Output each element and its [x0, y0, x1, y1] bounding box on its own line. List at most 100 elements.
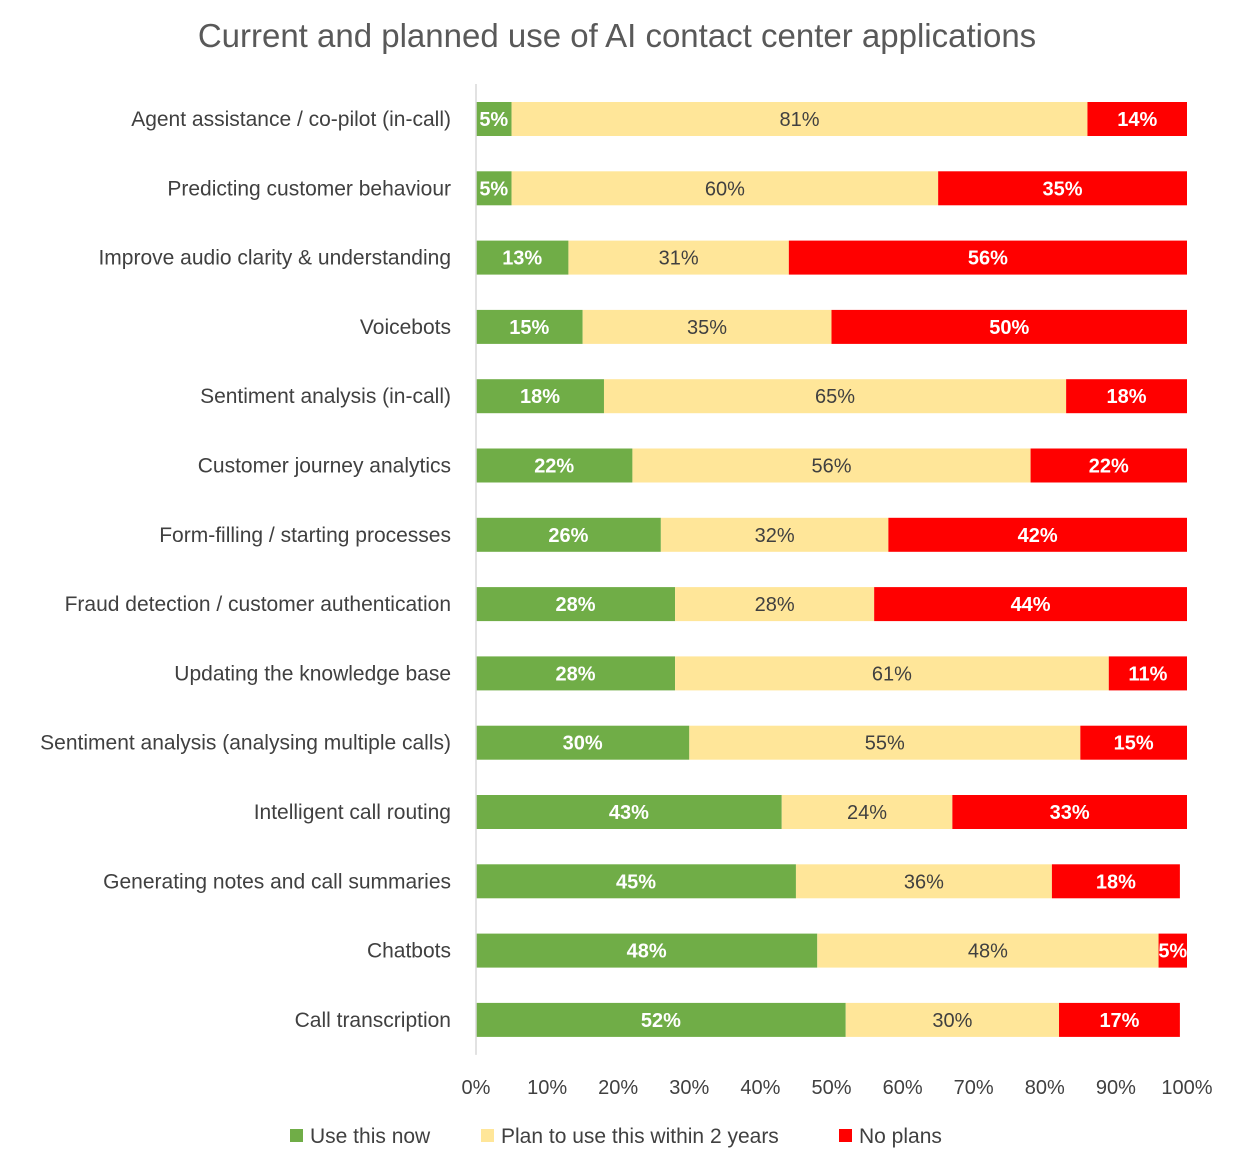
x-tick-label: 50%: [811, 1077, 851, 1099]
bar-segment-use-this-now: [476, 517, 661, 552]
data-label: 30%: [932, 1010, 972, 1032]
data-label: 15%: [509, 317, 549, 339]
legend-label: No plans: [859, 1125, 942, 1148]
bar-segment-use-this-now: [476, 171, 512, 206]
bar-segment-no-plans: [1066, 379, 1187, 414]
data-label: 11%: [1128, 663, 1167, 685]
legend-label: Plan to use this within 2 years: [501, 1125, 779, 1148]
data-label: 60%: [705, 178, 745, 200]
data-label: 35%: [687, 317, 727, 339]
x-axis-ticks: 0% 10% 20% 30% 40% 50% 60% 70% 80% 90% 100%: [462, 1077, 1213, 1099]
category-label: Voicebots: [360, 316, 451, 339]
bar-segment-plan-to-use-this-within-2-years: [511, 102, 1088, 136]
data-label: 5%: [479, 178, 508, 200]
data-label: 18%: [520, 386, 560, 408]
bar-segment-plan-to-use-this-within-2-years: [568, 240, 789, 275]
bar-segment-no-plans: [1030, 448, 1187, 483]
bar-segment-no-plans: [938, 171, 1187, 206]
data-label: 22%: [1089, 456, 1129, 478]
bar-segment-plan-to-use-this-within-2-years: [817, 933, 1159, 968]
bar-segment-no-plans: [874, 587, 1187, 622]
bar-segment-use-this-now: [476, 379, 604, 414]
data-label: 18%: [1096, 871, 1136, 893]
x-tick-label: 70%: [954, 1077, 994, 1099]
x-tick-label: 20%: [598, 1077, 638, 1099]
category-label: Improve audio clarity & understanding: [98, 247, 451, 270]
bar-segment-use-this-now: [476, 587, 676, 622]
data-label: 32%: [755, 525, 795, 547]
data-label: 5%: [1158, 941, 1187, 963]
x-tick-label: 100%: [1161, 1077, 1212, 1099]
bar-segment-no-plans: [888, 517, 1187, 552]
bar-segment-plan-to-use-this-within-2-years: [795, 864, 1052, 899]
data-label: 35%: [1043, 178, 1083, 200]
data-label: 48%: [968, 941, 1008, 963]
data-label: 55%: [865, 733, 905, 755]
data-label: 28%: [556, 663, 596, 685]
category-label: Chatbots: [367, 940, 451, 963]
data-label: 56%: [811, 456, 851, 478]
x-tick-label: 80%: [1025, 1077, 1065, 1099]
data-label: 52%: [641, 1010, 681, 1032]
x-tick-label: 30%: [669, 1077, 709, 1099]
category-label: Fraud detection / customer authenticatio…: [65, 593, 451, 616]
bar-segment-use-this-now: [476, 1002, 846, 1037]
legend-swatch-plan-to-use-this-within-2-years: [481, 1129, 494, 1142]
legend-swatch-no-plans: [839, 1129, 852, 1142]
category-label: Predicting customer behaviour: [167, 177, 451, 200]
category-labels: Agent assistance / co-pilot (in-call) Pre…: [40, 108, 451, 1032]
bar-segment-use-this-now: [476, 795, 782, 829]
bar-segment-no-plans: [1080, 725, 1187, 760]
bar-segment-use-this-now: [476, 864, 796, 899]
category-label: Intelligent call routing: [254, 801, 451, 824]
x-tick-label: 0%: [462, 1077, 491, 1099]
bar-segment-plan-to-use-this-within-2-years: [781, 795, 953, 829]
legend: Use this now Plan to use this within 2 ye…: [290, 1125, 942, 1148]
data-label: 31%: [659, 248, 699, 270]
data-label: 13%: [502, 248, 542, 270]
bar-segment-no-plans: [1059, 1002, 1180, 1037]
data-label: 50%: [989, 317, 1029, 339]
bar-segment-plan-to-use-this-within-2-years: [660, 517, 889, 552]
category-label: Updating the knowledge base: [174, 662, 451, 685]
bar-segment-use-this-now: [476, 102, 512, 136]
data-label: 33%: [1050, 802, 1090, 824]
bar-segment-plan-to-use-this-within-2-years: [675, 656, 1109, 691]
bar-segment-plan-to-use-this-within-2-years: [675, 587, 875, 622]
bar-segment-use-this-now: [476, 656, 676, 691]
data-label: 45%: [616, 871, 656, 893]
bar-segment-plan-to-use-this-within-2-years: [511, 171, 939, 206]
bar-segment-plan-to-use-this-within-2-years: [632, 448, 1031, 483]
bar-segment-use-this-now: [476, 240, 569, 275]
category-label: Call transcription: [295, 1009, 451, 1032]
category-label: Agent assistance / co-pilot (in-call): [131, 108, 451, 131]
bar-segment-plan-to-use-this-within-2-years: [603, 379, 1067, 414]
legend-label: Use this now: [310, 1125, 431, 1148]
bar-segment-no-plans: [788, 240, 1187, 275]
bar-segment-plan-to-use-this-within-2-years: [689, 725, 1081, 760]
category-label: Generating notes and call summaries: [103, 870, 451, 893]
bar-segment-use-this-now: [476, 725, 690, 760]
bar-segment-no-plans: [1158, 933, 1187, 968]
data-label: 65%: [815, 386, 855, 408]
bars-layer: 5% 81% 14% 5% 60% 35% 13% 31% 56% 15% 35% 50% 18% 65%…: [476, 102, 1187, 1037]
bar-segment-no-plans: [1108, 656, 1187, 691]
x-tick-label: 90%: [1096, 1077, 1136, 1099]
bar-segment-plan-to-use-this-within-2-years: [582, 309, 832, 344]
x-tick-label: 40%: [740, 1077, 780, 1099]
data-label: 56%: [968, 248, 1008, 270]
data-label: 24%: [847, 802, 887, 824]
data-label: 81%: [779, 109, 819, 131]
category-label: Customer journey analytics: [198, 455, 451, 478]
data-label: 28%: [755, 594, 795, 616]
data-label: 14%: [1117, 109, 1157, 131]
data-label: 17%: [1099, 1010, 1139, 1032]
x-tick-label: 60%: [883, 1077, 923, 1099]
data-label: 42%: [1018, 525, 1058, 547]
category-label: Sentiment analysis (in-call): [200, 385, 451, 408]
chart-title: Current and planned use of AI contact ce…: [198, 17, 1036, 54]
data-label: 30%: [563, 733, 603, 755]
bar-segment-use-this-now: [476, 309, 583, 344]
